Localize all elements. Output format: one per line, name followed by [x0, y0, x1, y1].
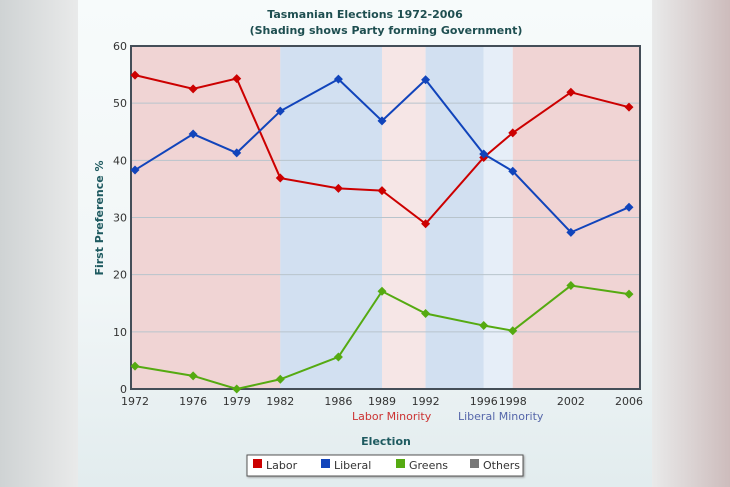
legend	[246, 454, 524, 477]
point-liberal-1996	[479, 149, 489, 159]
x-tick-1979: 1979	[223, 395, 251, 408]
point-liberal-2006	[624, 202, 634, 212]
point-greens-1979	[232, 384, 242, 394]
point-liberal-1979	[232, 148, 242, 158]
point-greens-1992	[421, 309, 431, 319]
point-greens-1976	[188, 371, 198, 381]
x-tick-1972: 1972	[121, 395, 149, 408]
y-tick-60: 60	[113, 40, 127, 53]
legend-label-labor: Labor	[266, 459, 298, 472]
point-labor-1979	[232, 74, 242, 84]
point-labor-2002	[566, 87, 576, 97]
point-greens-1982	[275, 374, 285, 384]
x-tick-1992: 1992	[412, 395, 440, 408]
legend-swatch-others	[470, 459, 479, 468]
legend-label-others: Others	[483, 459, 520, 472]
x-tick-1996: 1996	[470, 395, 498, 408]
y-tick-30: 30	[113, 212, 127, 225]
x-tick-1989: 1989	[368, 395, 396, 408]
point-liberal-2002	[566, 227, 576, 237]
x-tick-2006: 2006	[615, 395, 643, 408]
point-liberal-1992	[421, 75, 431, 85]
plot-frame	[130, 45, 641, 390]
point-labor-1972	[130, 70, 140, 80]
x-tick-1986: 1986	[324, 395, 352, 408]
y-tick-40: 40	[113, 154, 127, 167]
y-tick-0: 0	[120, 383, 127, 396]
point-labor-1986	[333, 183, 343, 193]
point-greens-1998	[508, 326, 518, 336]
annotation-liberal-minority: Liberal Minority	[458, 410, 544, 423]
y-tick-20: 20	[113, 269, 127, 282]
annotation-labor-minority: Labor Minority	[352, 410, 432, 423]
legend-label-liberal: Liberal	[334, 459, 371, 472]
legend-label-greens: Greens	[409, 459, 448, 472]
point-liberal-1972	[130, 165, 140, 175]
point-liberal-1982	[275, 106, 285, 116]
point-greens-1996	[479, 321, 489, 331]
x-axis-label: Election	[361, 435, 411, 448]
point-greens-1986	[333, 352, 343, 362]
legend-swatch-greens	[396, 459, 405, 468]
point-greens-1989	[377, 286, 387, 296]
legend-swatch-liberal	[321, 459, 330, 468]
point-labor-1982	[275, 173, 285, 183]
point-liberal-1986	[333, 74, 343, 84]
chart-subtitle: (Shading shows Party forming Government)	[250, 24, 523, 37]
point-greens-2002	[566, 281, 576, 291]
x-tick-1976: 1976	[179, 395, 207, 408]
x-tick-1998: 1998	[499, 395, 527, 408]
legend-swatch-labor	[253, 459, 262, 468]
y-tick-10: 10	[113, 326, 127, 339]
x-tick-1982: 1982	[266, 395, 294, 408]
point-liberal-1976	[188, 129, 198, 139]
point-labor-1992	[421, 219, 431, 229]
chart-title: Tasmanian Elections 1972-2006	[267, 8, 463, 21]
point-labor-1989	[377, 186, 387, 196]
y-tick-50: 50	[113, 97, 127, 110]
x-tick-2002: 2002	[557, 395, 585, 408]
y-axis-label: First Preference %	[93, 160, 106, 275]
point-liberal-1989	[377, 116, 387, 126]
point-greens-1972	[130, 361, 140, 371]
point-labor-2006	[624, 102, 634, 112]
point-liberal-1998	[508, 166, 518, 176]
point-labor-1998	[508, 128, 518, 138]
point-greens-2006	[624, 289, 634, 299]
point-labor-1976	[188, 84, 198, 94]
